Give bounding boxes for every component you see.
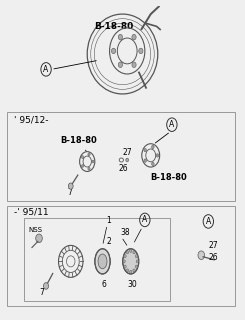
Text: 27: 27	[122, 148, 132, 157]
Text: 2: 2	[106, 237, 111, 246]
Circle shape	[144, 148, 147, 152]
Circle shape	[126, 269, 129, 272]
Text: 38: 38	[120, 228, 130, 237]
Circle shape	[126, 251, 129, 254]
Text: 30: 30	[127, 281, 137, 290]
Text: A: A	[206, 217, 211, 226]
Circle shape	[130, 270, 132, 273]
Text: 7: 7	[39, 288, 44, 297]
Text: -' 95/11: -' 95/11	[14, 208, 49, 217]
Circle shape	[144, 159, 147, 162]
Circle shape	[111, 48, 116, 54]
Bar	[7, 112, 235, 202]
Circle shape	[68, 183, 73, 189]
Circle shape	[88, 153, 90, 156]
Ellipse shape	[95, 249, 110, 274]
Circle shape	[88, 167, 90, 170]
Text: 27: 27	[208, 241, 218, 250]
Circle shape	[130, 249, 132, 252]
Circle shape	[136, 260, 138, 263]
Text: ' 95/12-: ' 95/12-	[14, 116, 49, 124]
Text: 26: 26	[208, 253, 218, 262]
Circle shape	[135, 265, 138, 268]
Text: 7: 7	[67, 188, 72, 197]
Text: A: A	[43, 65, 49, 74]
Bar	[24, 218, 170, 301]
Circle shape	[118, 62, 122, 68]
Circle shape	[151, 162, 154, 165]
Circle shape	[133, 251, 135, 254]
Circle shape	[123, 260, 125, 263]
Circle shape	[36, 234, 42, 243]
Circle shape	[198, 251, 205, 260]
Circle shape	[118, 34, 122, 40]
Text: B-18-80: B-18-80	[94, 22, 134, 31]
Text: A: A	[142, 215, 147, 224]
Text: 26: 26	[119, 164, 129, 173]
Text: 6: 6	[101, 281, 106, 290]
Circle shape	[124, 255, 126, 258]
Circle shape	[156, 154, 159, 157]
Circle shape	[139, 48, 143, 54]
Text: A: A	[169, 120, 174, 129]
Ellipse shape	[98, 254, 107, 269]
Circle shape	[126, 158, 129, 162]
Circle shape	[124, 265, 126, 268]
Text: B-18-80: B-18-80	[60, 136, 97, 151]
Text: NSS: NSS	[28, 227, 42, 233]
Circle shape	[133, 269, 135, 272]
Circle shape	[92, 160, 94, 163]
Circle shape	[81, 164, 84, 167]
Text: B-18-80: B-18-80	[151, 173, 187, 182]
Circle shape	[132, 62, 136, 68]
Circle shape	[132, 34, 136, 40]
Circle shape	[81, 156, 84, 159]
Circle shape	[151, 145, 154, 149]
Text: 1: 1	[106, 216, 111, 225]
Circle shape	[44, 283, 49, 289]
Circle shape	[135, 255, 138, 258]
Bar	[7, 206, 235, 306]
Ellipse shape	[123, 249, 139, 274]
